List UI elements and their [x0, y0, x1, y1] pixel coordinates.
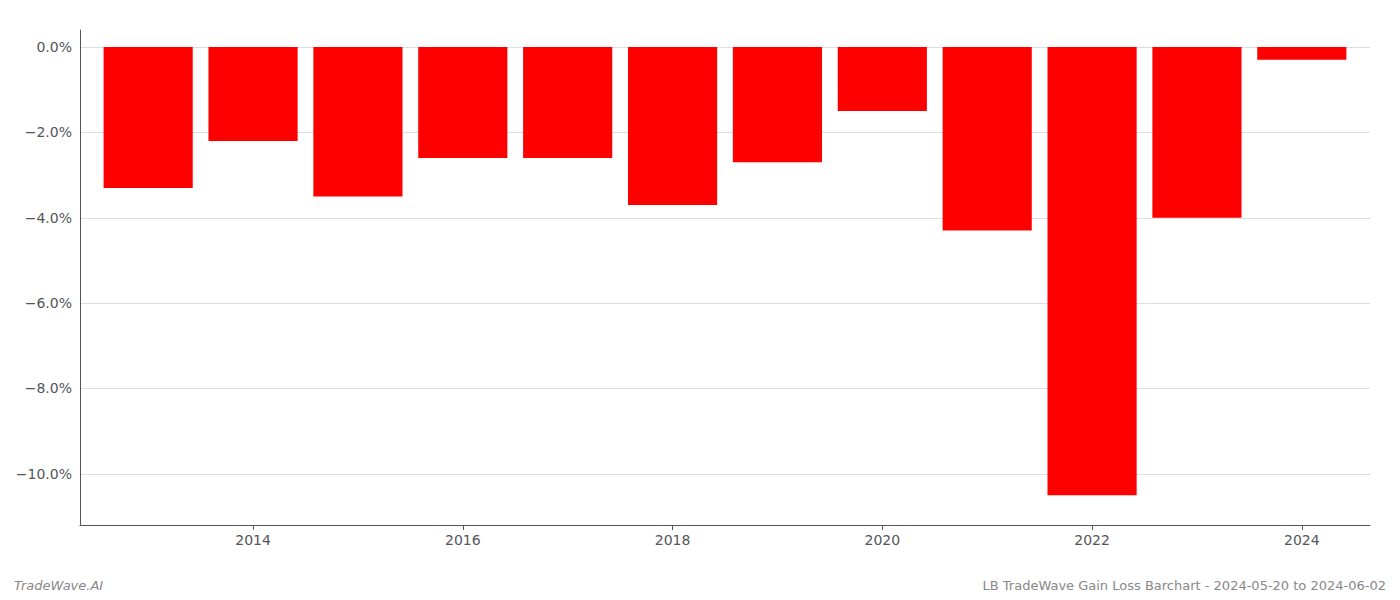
- svg-text:TradeWave.AI: TradeWave.AI: [14, 578, 103, 593]
- svg-text:2020: 2020: [864, 532, 900, 548]
- svg-text:−6.0%: −6.0%: [25, 295, 72, 311]
- svg-text:2024: 2024: [1284, 532, 1320, 548]
- svg-text:LB TradeWave Gain Loss Barchar: LB TradeWave Gain Loss Barchart - 2024-0…: [983, 578, 1386, 593]
- svg-text:2022: 2022: [1074, 532, 1110, 548]
- svg-text:2014: 2014: [235, 532, 271, 548]
- svg-text:−10.0%: −10.0%: [16, 466, 72, 482]
- svg-text:2016: 2016: [445, 532, 481, 548]
- svg-text:−4.0%: −4.0%: [25, 210, 72, 226]
- svg-text:−8.0%: −8.0%: [25, 380, 72, 396]
- svg-text:0.0%: 0.0%: [36, 39, 72, 55]
- svg-text:2018: 2018: [655, 532, 691, 548]
- svg-text:−2.0%: −2.0%: [25, 124, 72, 140]
